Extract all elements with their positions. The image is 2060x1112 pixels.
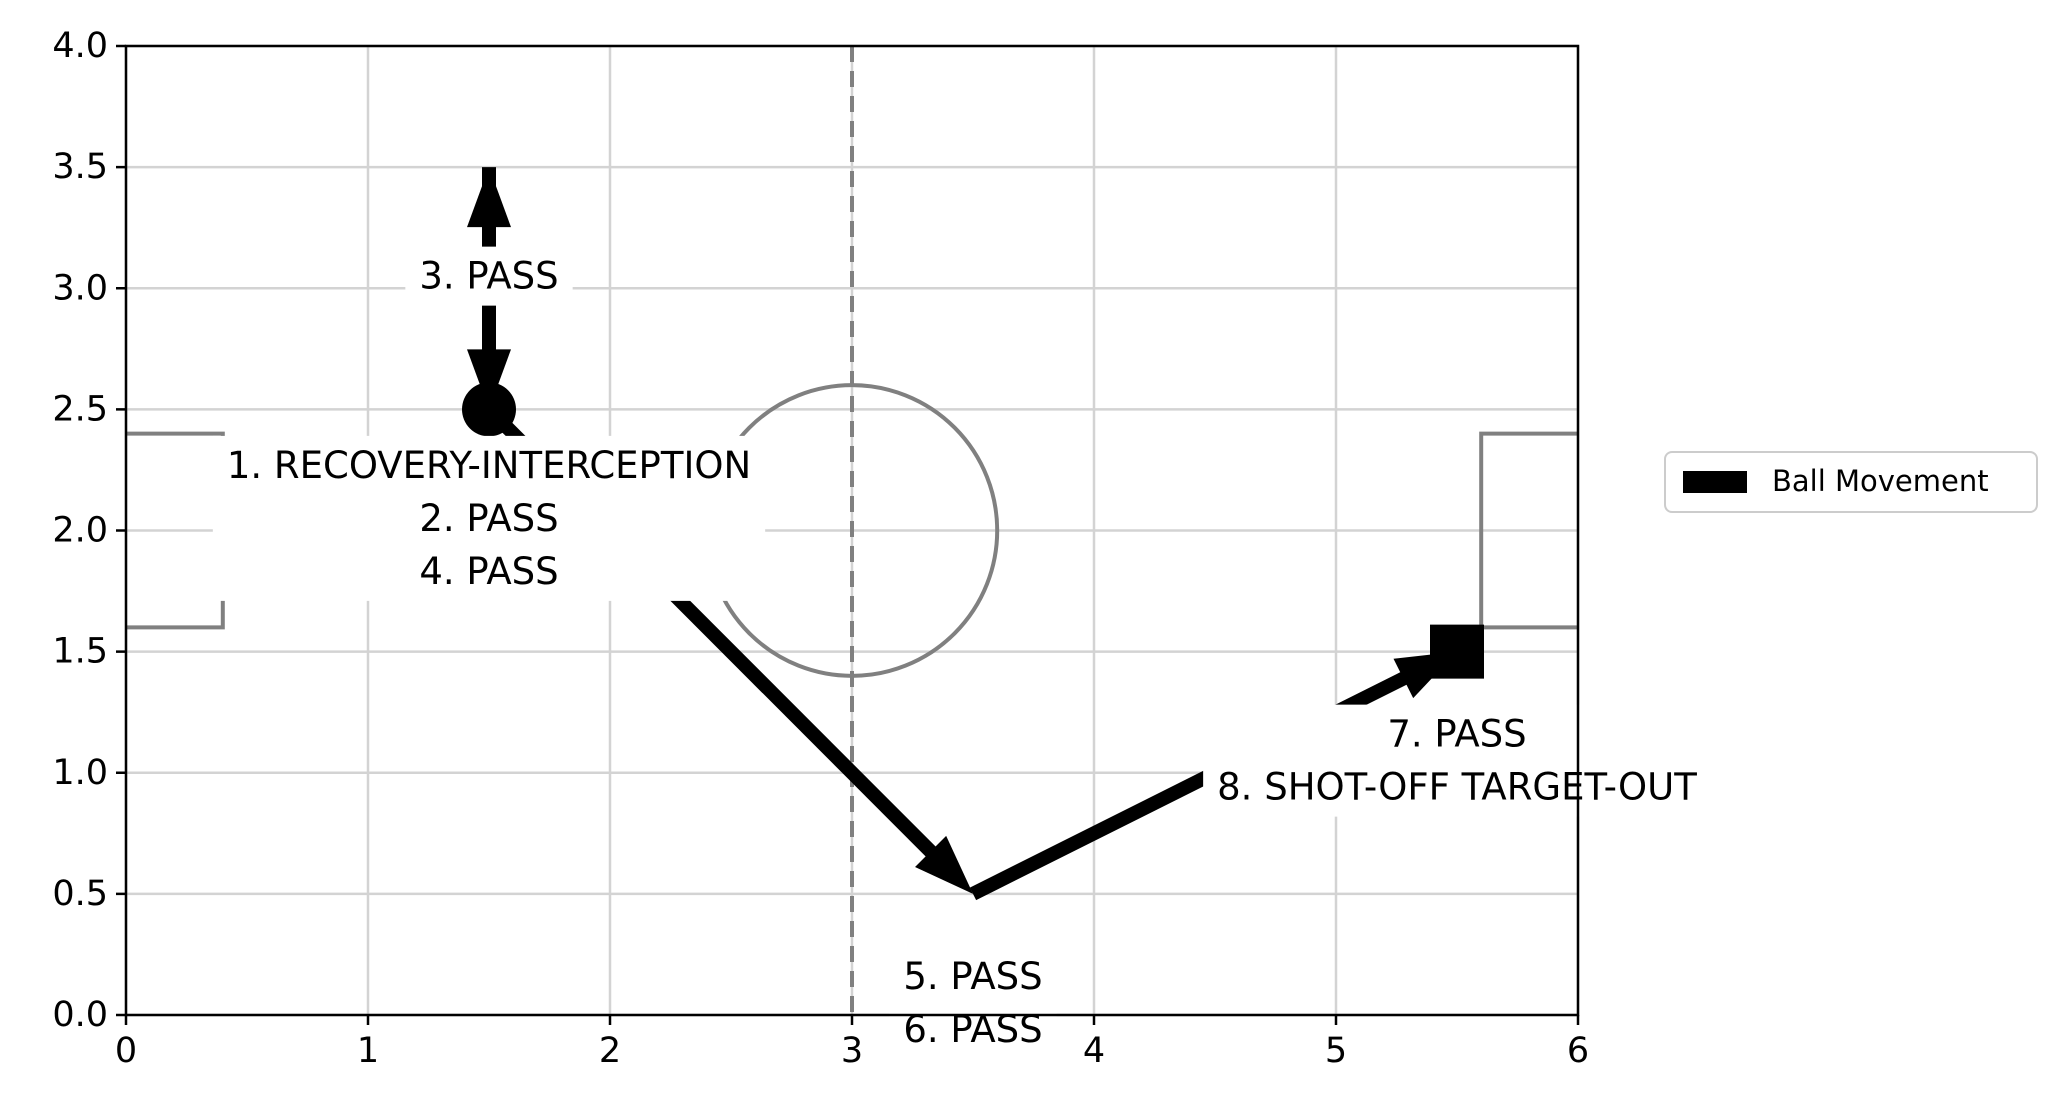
event-label-line: 5. PASS <box>903 955 1042 998</box>
x-tick-label: 5 <box>1325 1031 1347 1071</box>
event-label-background <box>1203 704 1711 817</box>
y-tick-label: 1.5 <box>52 632 108 672</box>
y-tick-label: 1.0 <box>52 753 108 793</box>
event-label-line: 8. SHOT-OFF TARGET-OUT <box>1217 766 1697 809</box>
event-label-line: 3. PASS <box>419 255 558 298</box>
arrow-head <box>467 349 511 410</box>
y-tick-label: 2.0 <box>52 511 108 551</box>
x-tick-label: 3 <box>841 1031 863 1071</box>
y-tick-label: 2.5 <box>52 389 108 429</box>
event-label: 3. PASS <box>405 246 573 306</box>
x-tick-label: 0 <box>115 1031 137 1071</box>
y-tick-label: 3.0 <box>52 268 108 308</box>
legend-swatch <box>1683 471 1747 493</box>
axes: 0 1 2 3 4 5 6 0.0 0.5 1.0 1.5 2.0 2.5 3.0 3.5 4.0 <box>52 26 1589 1071</box>
end-marker <box>1430 624 1484 679</box>
y-tick-label: 0.0 <box>52 995 108 1035</box>
start-marker <box>462 382 516 437</box>
y-tick-label: 3.5 <box>52 147 108 187</box>
x-tick-label: 1 <box>357 1031 379 1071</box>
legend-label: Ball Movement <box>1772 464 1989 498</box>
arrow-head <box>915 835 973 894</box>
event-label-background <box>212 435 766 601</box>
x-tick-label: 4 <box>1083 1031 1105 1071</box>
event-label-line: 4. PASS <box>419 550 558 593</box>
right-penalty-box <box>1479 431 1578 630</box>
event-label: 7. PASS 8. SHOT-OFF TARGET-OUT <box>1203 704 1711 817</box>
x-tick-label: 2 <box>599 1031 621 1071</box>
x-tick-label: 6 <box>1567 1031 1589 1071</box>
legend: Ball Movement <box>1664 451 2038 513</box>
event-markers <box>462 382 1484 679</box>
event-label-line: 1. RECOVERY-INTERCEPTION <box>227 444 751 487</box>
event-label-background <box>405 246 573 306</box>
event-label-line: 7. PASS <box>1387 713 1526 756</box>
y-tick-label: 4.0 <box>52 26 108 66</box>
y-tick-label: 0.5 <box>52 874 108 914</box>
event-label-line: 2. PASS <box>419 497 558 540</box>
event-label: 1. RECOVERY-INTERCEPTION 2. PASS 4. PASS <box>212 435 766 601</box>
event-label-background <box>889 946 1057 1059</box>
legend-box <box>1664 451 2038 513</box>
